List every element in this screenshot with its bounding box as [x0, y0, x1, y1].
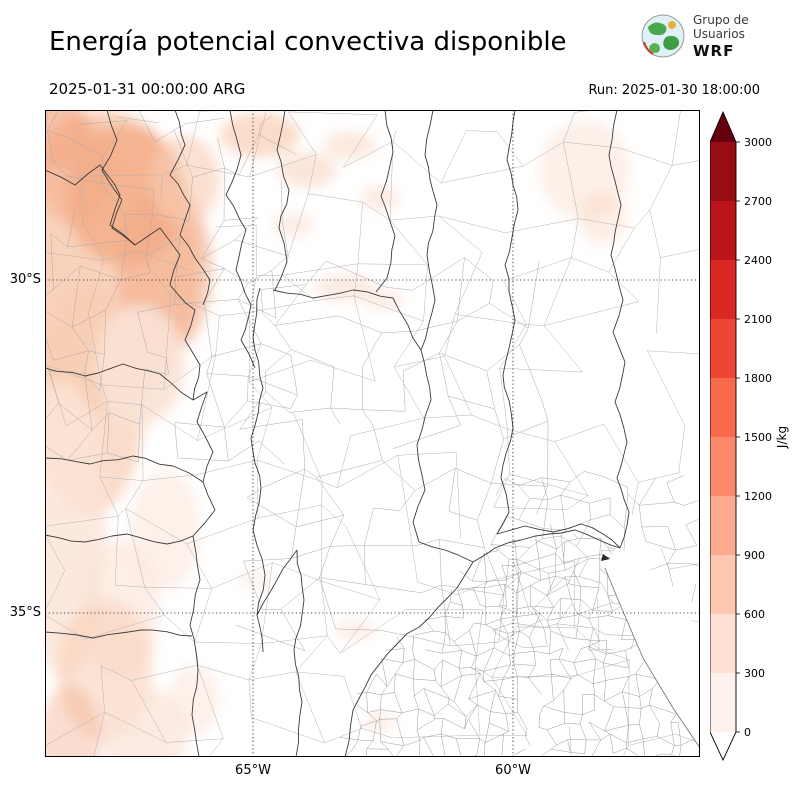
map-panel [45, 110, 700, 757]
run-time-label: Run: 2025-01-30 18:00:00 [588, 83, 760, 98]
colorbar-panel: 3000 2700 2400 2100 1800 1500 1200 900 600 300 0 J/… [709, 110, 800, 766]
colorbar-tick-label: 600 [744, 608, 765, 621]
colorbar-tick-label: 300 [744, 667, 765, 680]
colorbar-over-arrow [710, 112, 736, 142]
logo-line-3: WRF [693, 41, 735, 60]
wrf-logo: Grupo de Usuarios WRF [640, 13, 749, 60]
colorbar: 30002700240021001800150012009006003000J/… [709, 110, 789, 762]
logo-text: Grupo de Usuarios WRF [693, 13, 749, 60]
colorbar-tick-label: 1500 [744, 431, 772, 444]
rio-de-la-plata-water [605, 546, 700, 748]
lat-tick-label-30s: 30°S [9, 272, 41, 287]
colorbar-tick-label: 3000 [744, 136, 772, 149]
colorbar-tick-label: 2400 [744, 254, 772, 267]
lon-tick-label-60w: 60°W [495, 763, 531, 778]
colorbar-segment [710, 378, 736, 437]
colorbar-segment [710, 496, 736, 555]
colorbar-segment [710, 142, 736, 201]
graticule [45, 110, 700, 757]
colorbar-unit-label: J/kg [775, 426, 789, 449]
colorbar-segment [710, 673, 736, 732]
colorbar-tick-label: 0 [744, 726, 751, 739]
valid-time-label: 2025-01-31 00:00:00 ARG [49, 80, 246, 98]
colorbar-segment [710, 319, 736, 378]
colorbar-segment [710, 437, 736, 496]
colorbar-under-arrow [710, 732, 736, 760]
cape-map [45, 110, 700, 757]
province-boundaries [45, 110, 630, 757]
colorbar-segment [710, 555, 736, 614]
colorbar-tick-label: 2700 [744, 195, 772, 208]
colorbar-tick-label: 900 [744, 549, 765, 562]
logo-line-2: Usuarios [693, 27, 745, 42]
colorbar-segment [710, 201, 736, 260]
colorbar-segment [710, 260, 736, 319]
logo-line-1: Grupo de [693, 13, 749, 27]
cape-shading-field [45, 110, 630, 757]
lat-tick-label-35s: 35°S [9, 605, 41, 620]
globe-icon [641, 14, 685, 58]
plot-title: Energía potencial convectiva disponible [49, 27, 567, 57]
colorbar-segment [710, 614, 736, 673]
colorbar-tick-label: 1200 [744, 490, 772, 503]
colorbar-tick-label: 1800 [744, 372, 772, 385]
lon-tick-label-65w: 65°W [235, 763, 271, 778]
colorbar-tick-label: 2100 [744, 313, 772, 326]
city-marker-icon [601, 554, 610, 561]
map-frame-border [45, 110, 700, 757]
coastline [604, 567, 700, 749]
